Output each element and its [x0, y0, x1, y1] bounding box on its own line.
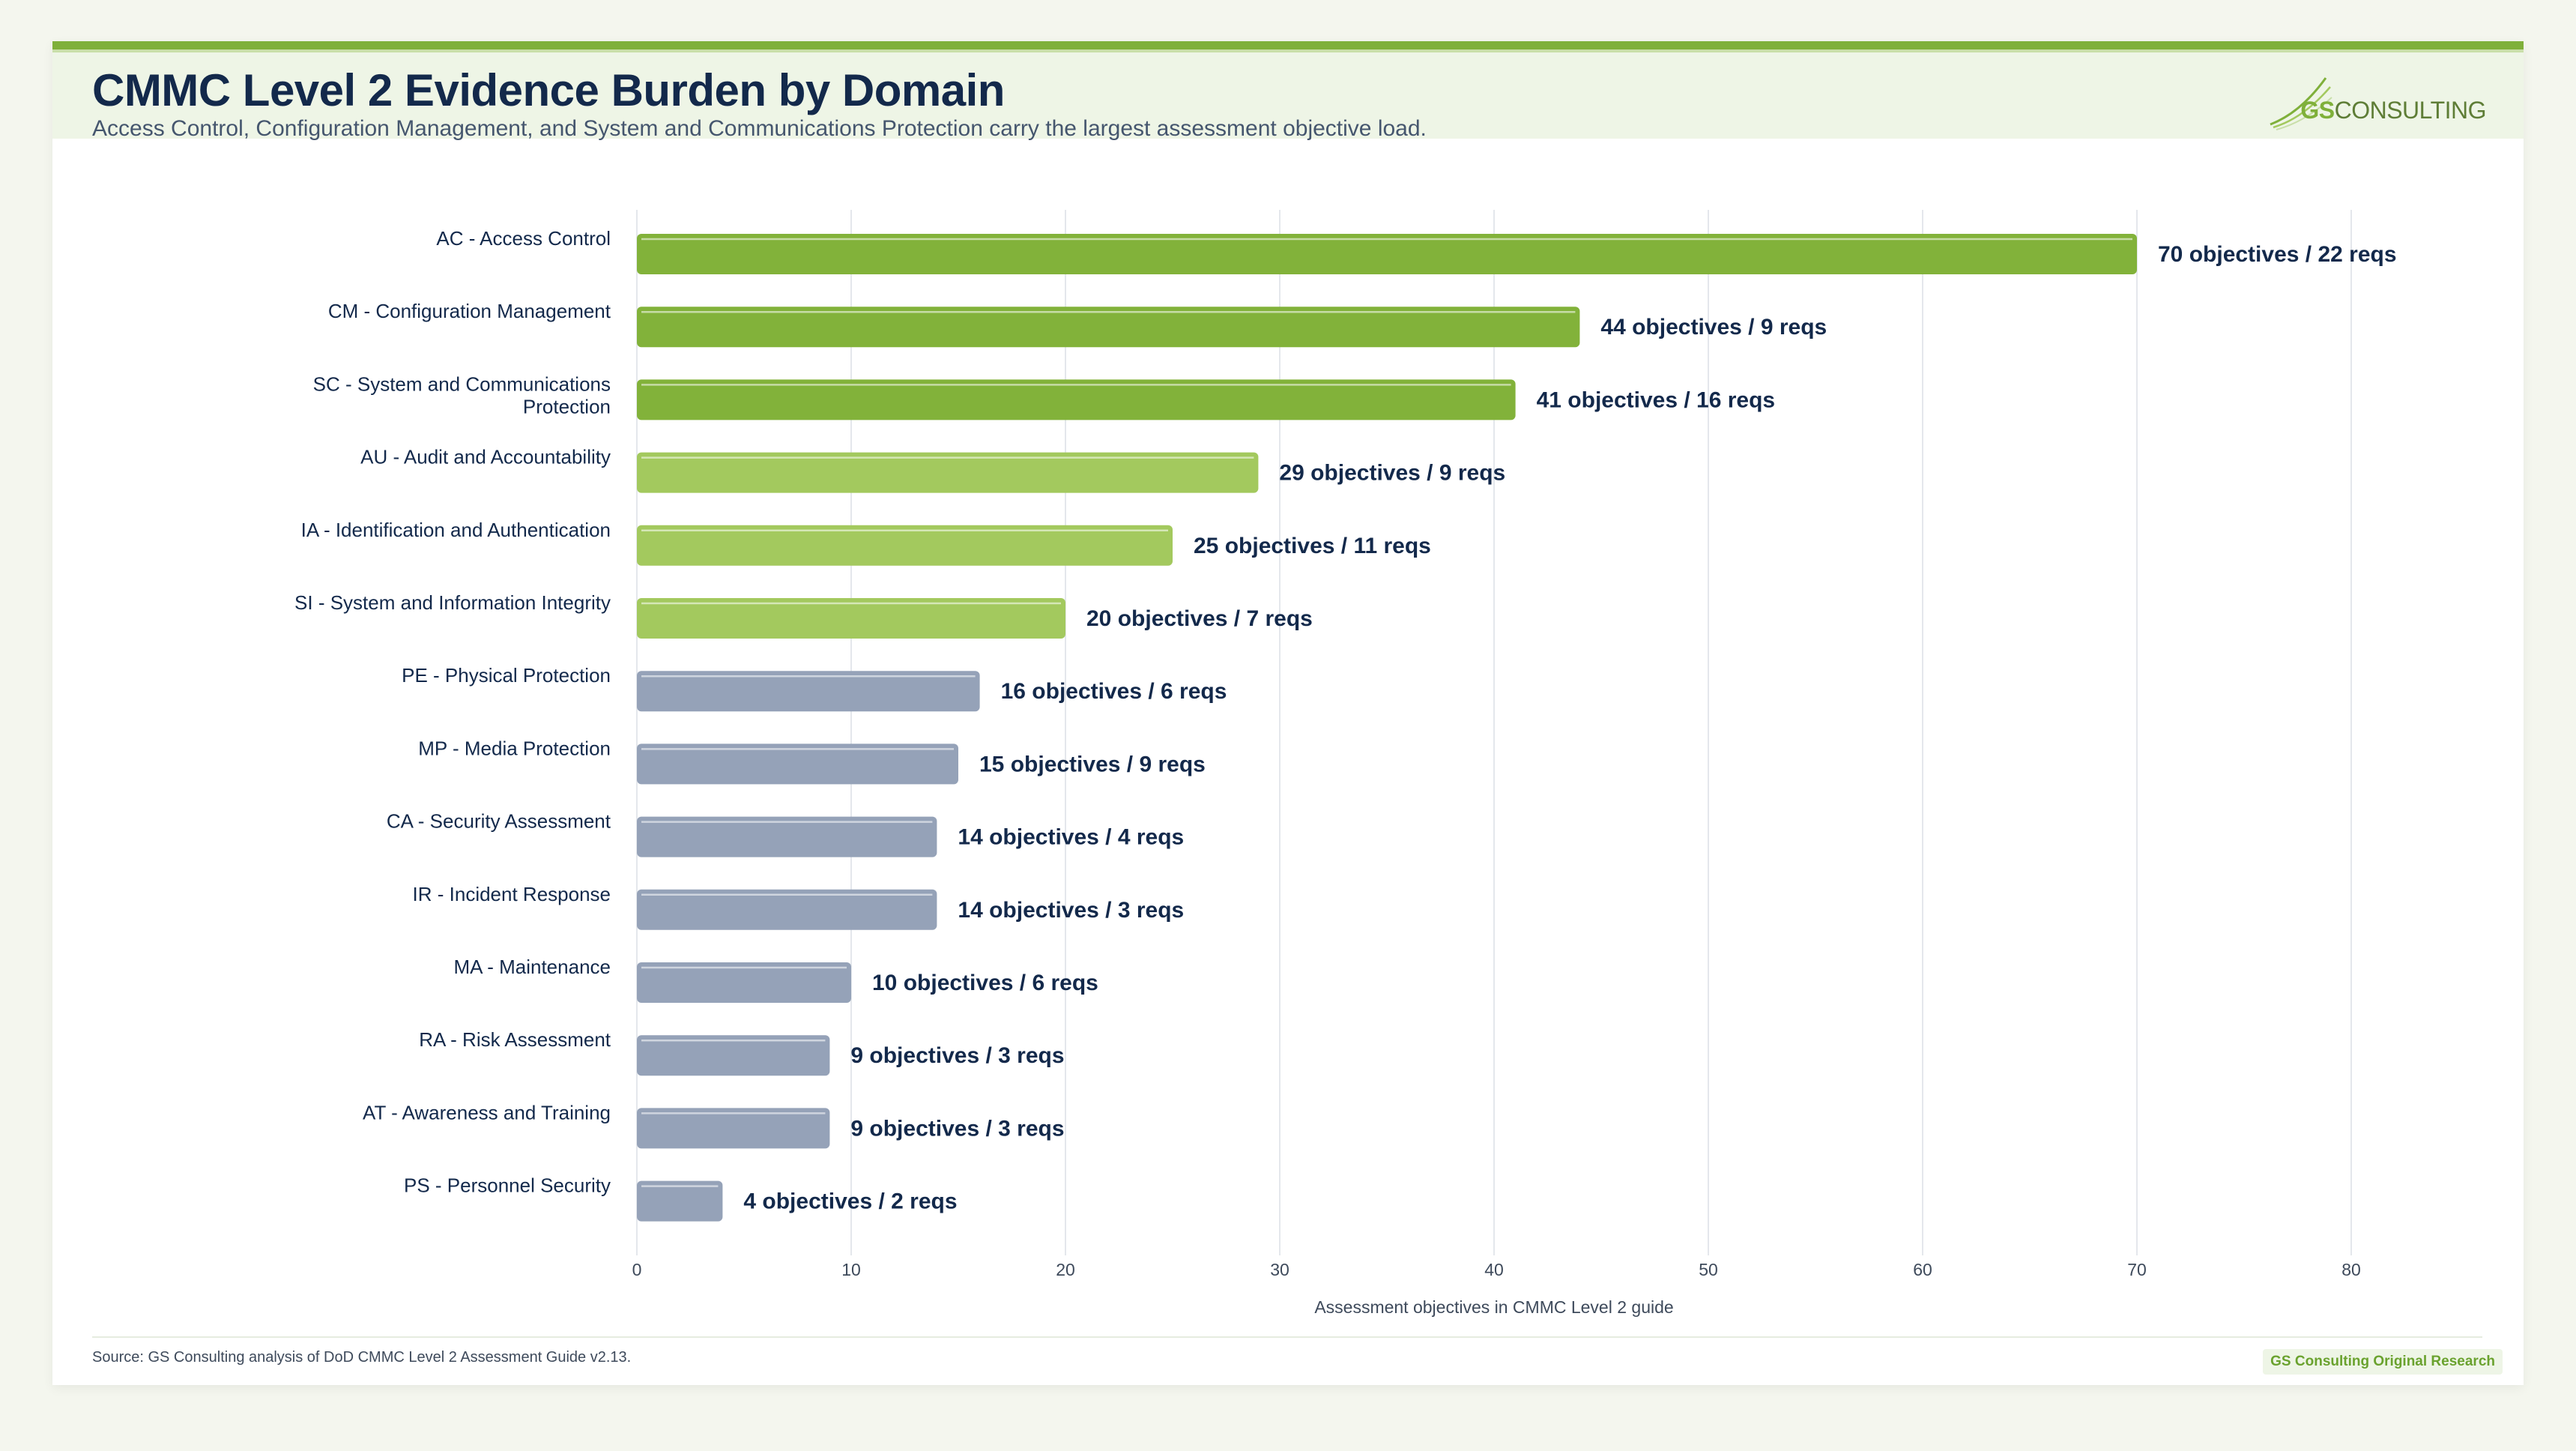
bar [637, 307, 1580, 348]
category-label: AU - Audit and Accountability [360, 446, 611, 468]
accent-bar-light [52, 49, 2524, 52]
category-label: AC - Access Control [436, 227, 611, 250]
bar [637, 452, 1259, 493]
bar [637, 1180, 723, 1222]
x-tick-label: 70 [2127, 1260, 2147, 1279]
page-title: CMMC Level 2 Evidence Burden by Domain [92, 65, 1005, 115]
data-label: 4 objectives / 2 reqs [743, 1189, 957, 1214]
data-label: 70 objectives / 22 reqs [2158, 242, 2397, 267]
data-label: 16 objectives / 6 reqs [1001, 679, 1227, 704]
x-tick-label: 30 [1270, 1260, 1289, 1279]
x-tick-label: 0 [632, 1260, 642, 1279]
x-tick-label: 10 [841, 1260, 861, 1279]
data-label: 41 objectives / 16 reqs [1537, 387, 1776, 412]
data-label: 15 objectives / 9 reqs [979, 752, 1206, 776]
page-subtitle: Access Control, Configuration Management… [92, 116, 1427, 141]
x-tick-label: 80 [2341, 1260, 2361, 1279]
category-label: RA - Risk Assessment [419, 1028, 611, 1051]
bar [637, 1035, 830, 1076]
x-tick-label: 20 [1056, 1260, 1075, 1279]
category-label: MA - Maintenance [453, 956, 611, 978]
research-badge: GS Consulting Original Research [2263, 1349, 2503, 1375]
bar [637, 525, 1173, 566]
category-label: SI - System and Information Integrity [294, 591, 611, 614]
chart-area: 0 10 20 30 40 50 60 70 80 Assessment objectives i… [52, 41, 2524, 1385]
report-card: CMMC Level 2 Evidence Burden by Domain A… [52, 41, 2524, 1385]
category-label: PS - Personnel Security [404, 1174, 611, 1197]
footer-divider [92, 1336, 2482, 1338]
data-label: 9 objectives / 3 reqs [850, 1043, 1064, 1068]
data-label: 44 objectives / 9 reqs [1600, 315, 1827, 340]
bar [637, 234, 2137, 274]
bar [637, 671, 980, 712]
x-tick-label: 40 [1484, 1260, 1504, 1279]
bar [637, 889, 937, 930]
data-label: 14 objectives / 4 reqs [958, 825, 1184, 850]
bar [637, 816, 937, 857]
data-label: 20 objectives / 7 reqs [1086, 606, 1313, 631]
x-axis-label: Assessment objectives in CMMC Level 2 gu… [1314, 1297, 1673, 1317]
header-band: CMMC Level 2 Evidence Burden by Domain A… [52, 52, 2524, 141]
data-label: 29 objectives / 9 reqs [1279, 461, 1505, 486]
swoosh-icon [2270, 77, 2332, 130]
company-logo: GSCONSULTING [2261, 72, 2487, 139]
category-label: IR - Incident Response [413, 883, 611, 905]
category-label: CA - Security Assessment [387, 810, 611, 833]
accent-bar [52, 41, 2524, 49]
data-label: 14 objectives / 3 reqs [958, 898, 1184, 923]
category-label: CM - Configuration Management [328, 300, 611, 322]
source-note: Source: GS Consulting analysis of DoD CM… [92, 1349, 632, 1366]
data-label: 9 objectives / 3 reqs [850, 1116, 1064, 1141]
x-tick-label: 50 [1699, 1260, 1718, 1279]
bar [637, 1108, 830, 1149]
category-label: AT - Awareness and Training [363, 1101, 611, 1123]
logo-wordmark: GSCONSULTING [2300, 97, 2486, 124]
category-label: MP - Media Protection [418, 737, 611, 759]
category-label: PE - Physical Protection [402, 664, 611, 687]
bar [637, 743, 958, 785]
category-label: IA - Identification and Authentication [301, 519, 611, 541]
bar [637, 962, 851, 1003]
bar [637, 379, 1516, 420]
bar-chart: 0 10 20 30 40 50 60 70 80 Assessment objectives i… [294, 210, 2397, 1317]
data-label: 10 objectives / 6 reqs [872, 971, 1098, 995]
category-label: SC - System and Communications Protection [313, 372, 611, 417]
x-tick-label: 60 [1913, 1260, 1932, 1279]
bar [637, 598, 1065, 639]
data-label: 25 objectives / 11 reqs [1194, 534, 1431, 558]
